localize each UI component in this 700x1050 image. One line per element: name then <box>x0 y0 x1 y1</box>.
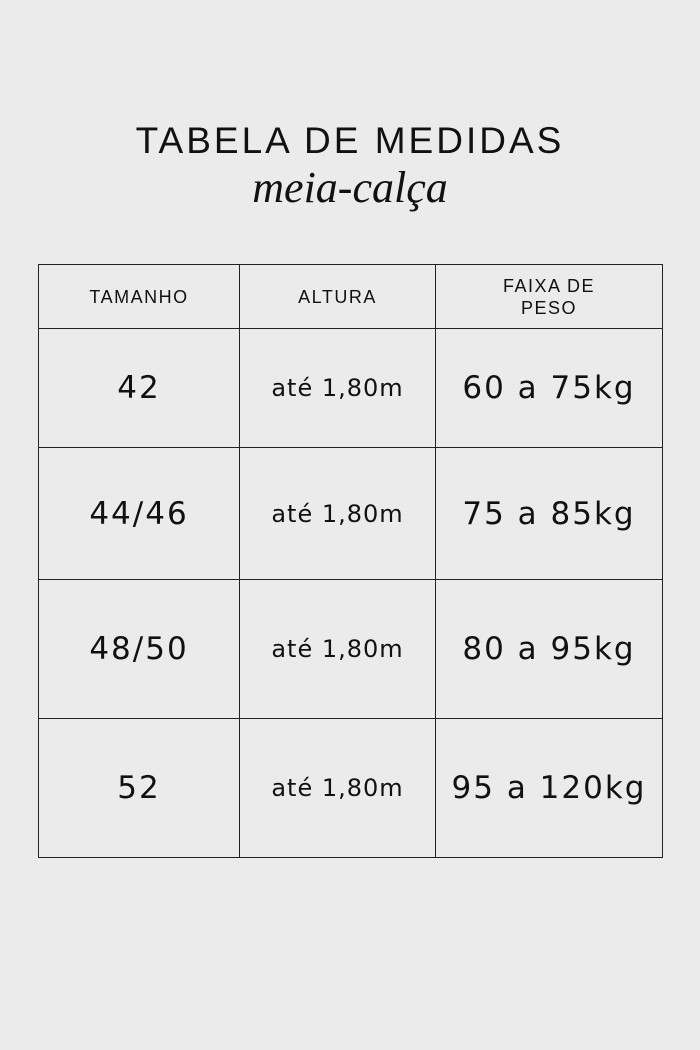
cell-height: até 1,80m <box>239 328 436 448</box>
table-row: 48/50 até 1,80m 80 a 95kg <box>38 579 663 719</box>
header-weight-label: FAIXA DE PESO <box>502 275 596 318</box>
cell-weight: 80 a 95kg <box>435 579 663 719</box>
page-title: TABELA DE MEDIDAS <box>135 120 565 161</box>
table-row: 52 até 1,80m 95 a 120kg <box>38 718 663 858</box>
cell-height: até 1,80m <box>239 579 436 719</box>
cell-height: até 1,80m <box>239 718 436 858</box>
cell-weight: 60 a 75kg <box>435 328 663 448</box>
header-size: TAMANHO <box>38 264 240 329</box>
cell-size: 42 <box>38 328 240 448</box>
table-row: 42 até 1,80m 60 a 75kg <box>38 328 663 448</box>
size-table: TAMANHO ALTURA FAIXA DE PESO 42 até 1,80… <box>38 264 663 858</box>
header-height: ALTURA <box>239 264 436 329</box>
cell-weight: 75 a 85kg <box>435 447 663 580</box>
table-row: 44/46 até 1,80m 75 a 85kg <box>38 447 663 580</box>
cell-size: 44/46 <box>38 447 240 580</box>
page-subtitle: meia-calça <box>252 163 448 212</box>
cell-size: 52 <box>38 718 240 858</box>
cell-weight: 95 a 120kg <box>435 718 663 858</box>
cell-size: 48/50 <box>38 579 240 719</box>
header-weight: FAIXA DE PESO <box>435 264 663 329</box>
cell-height: até 1,80m <box>239 447 436 580</box>
table-header-row: TAMANHO ALTURA FAIXA DE PESO <box>38 264 663 329</box>
